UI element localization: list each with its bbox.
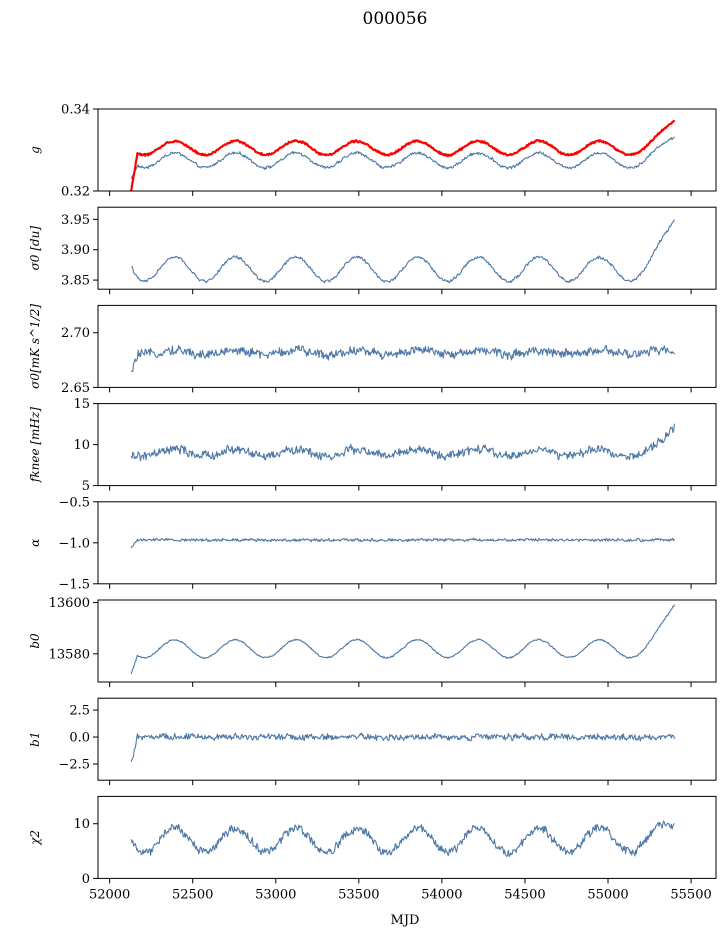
panel-frame	[97, 108, 717, 192]
y-tick-label: −1.5	[58, 577, 90, 592]
x-tick-label: 55000	[587, 887, 628, 902]
figure-title: 000056	[363, 9, 428, 29]
y-tick-label: 3.95	[61, 213, 90, 228]
panel-frame	[97, 403, 717, 487]
x-axis-label: MJD	[391, 913, 420, 928]
panel-1: 0.32 0.34 g	[28, 103, 717, 200]
y-tick-label: 0.0	[69, 731, 90, 746]
y-tick-label: −0.5	[58, 495, 90, 510]
y-axis-label: σ0 [du]	[28, 226, 42, 271]
panels: 0.32 0.34 g 3.85 3.90 3.95 σ0 [du] 2.65 2.70 σ0[m…	[28, 103, 717, 902]
y-tick-label: 0.34	[61, 103, 90, 118]
series-line-8-1	[130, 820, 675, 857]
x-tick-label: 53000	[255, 887, 296, 902]
y-tick-label: 3.90	[61, 243, 90, 258]
panel-2: 3.85 3.90 3.95 σ0 [du]	[28, 206, 717, 295]
y-tick-label: 13580	[49, 647, 90, 662]
x-tick-label: 54000	[421, 887, 462, 902]
y-tick-label: −1.0	[58, 536, 90, 551]
y-tick-label: −2.5	[58, 758, 90, 773]
x-tick-label: 55500	[670, 887, 711, 902]
y-tick-label: 0	[82, 872, 90, 887]
y-tick-label: 13600	[49, 596, 90, 611]
series-line-3-1	[131, 344, 675, 373]
y-axis-label: b1	[28, 732, 42, 747]
series-line-6-1	[130, 604, 676, 675]
y-axis-label: χ2	[28, 830, 42, 846]
panel-6: 13580 13600 b0	[28, 596, 717, 687]
panel-frame	[97, 501, 717, 585]
y-axis-label: g	[28, 146, 42, 154]
x-tick-label: 53500	[338, 887, 379, 902]
panel-4: 5 10 15 fknee [mHz]	[28, 397, 717, 494]
y-tick-label: 2.65	[61, 381, 90, 396]
panel-frame	[97, 599, 717, 683]
series-line-2-1	[131, 219, 675, 284]
panel-7: −2.5 0.0 2.5 b1	[28, 697, 717, 786]
y-axis-label: α	[28, 539, 42, 547]
y-axis-label: fknee [mHz]	[28, 407, 42, 483]
y-tick-label: 3.85	[61, 274, 90, 289]
series-line-7-1	[130, 732, 676, 762]
y-tick-label: 2.5	[69, 704, 90, 719]
series-line-5-1	[130, 537, 675, 549]
y-tick-label: 15	[73, 397, 90, 412]
y-tick-label: 0.32	[61, 185, 90, 200]
panel-8: 0 10 52000 52500 53000 53500 54000 54500 55000 55…	[28, 795, 717, 902]
panel-frame	[97, 795, 717, 879]
x-tick-label: 54500	[504, 887, 545, 902]
panel-5: −1.5 −1.0 −0.5 α	[28, 495, 717, 592]
x-tick-label: 52000	[89, 887, 130, 902]
series-line-1-1	[130, 136, 675, 180]
panel-frame	[97, 697, 717, 781]
panel-frame	[97, 206, 717, 290]
x-tick-label: 52500	[172, 887, 213, 902]
y-axis-label: b0	[28, 633, 42, 649]
series-line-4-1	[130, 423, 676, 462]
panel-3: 2.65 2.70 σ0[mK s^1/2]	[28, 304, 717, 396]
y-tick-label: 5	[82, 479, 90, 494]
y-tick-label: 2.70	[61, 326, 90, 341]
series-line-1-2	[130, 119, 676, 192]
y-tick-label: 10	[73, 817, 90, 832]
y-tick-label: 10	[73, 438, 90, 453]
panel-frame	[97, 304, 717, 388]
y-axis-label: σ0[mK s^1/2]	[28, 304, 42, 389]
